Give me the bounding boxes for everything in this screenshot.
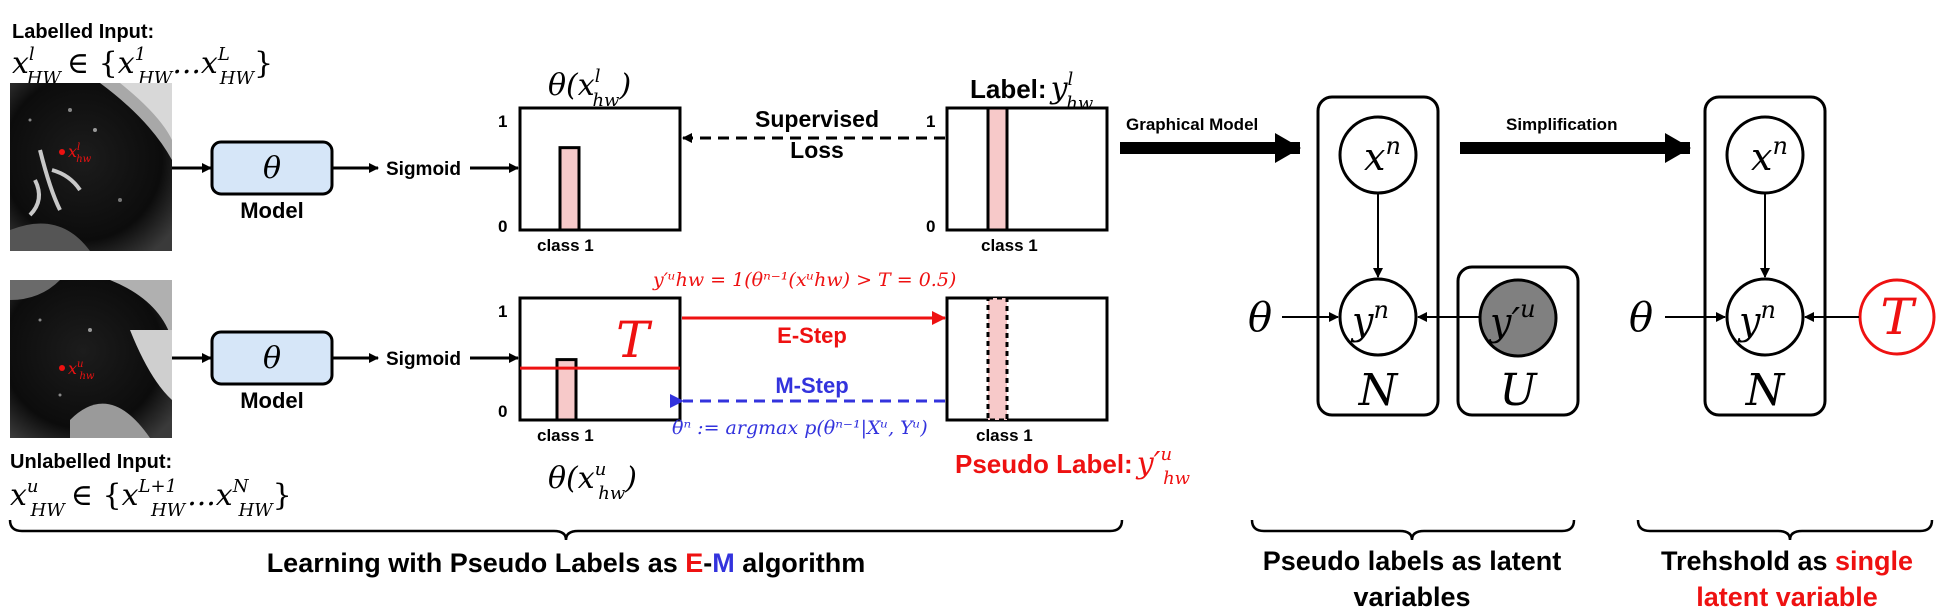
top-prediction-title: θ(xl hw): [548, 66, 631, 111]
caption-latent-1: Pseudo labels as latent: [1263, 546, 1562, 576]
unlabelled-pixel-marker: [59, 365, 65, 371]
unlabelled-input-title: Unlabelled Input:: [10, 451, 172, 473]
svg-text:xn: xn: [1751, 132, 1788, 179]
pseudo-label-title: Pseudo Label: y′u hw: [955, 444, 1191, 489]
top-prediction-ymax: 1: [498, 112, 507, 131]
svg-text:xuhw: xu hw: [68, 359, 95, 382]
top-label-ymax: 1: [926, 112, 935, 131]
unlabelled-set-formula: xu HW ∈ {xL+1 HW...xN HW}: [10, 476, 292, 521]
top-prediction-ymin: 0: [498, 217, 507, 236]
bottom-pseudo-label-chart: class 1: [945, 296, 1109, 445]
svg-text:Pseudo Label:y′uhw: Pseudo Label: y′u hw: [955, 444, 1191, 489]
plate-model-threshold: xn yn N θ T: [1629, 95, 1936, 417]
brace-main: [8, 519, 1124, 541]
brace-threshold: [1636, 519, 1934, 541]
plate-u-label: U: [1499, 365, 1538, 416]
sigmoid-label-top: Sigmoid: [386, 159, 461, 180]
bottom-prediction-ymax: 1: [498, 302, 507, 321]
supervised-loss-label-1: Supervised: [755, 106, 879, 132]
pseudo-label-category: class 1: [976, 426, 1033, 445]
svg-text:T: T: [1880, 288, 1917, 346]
plate-model-latent: xn yn N θ y′u U: [1248, 95, 1580, 417]
svg-text:Model: Model: [240, 388, 304, 413]
bottom-prediction-category: class 1: [537, 426, 594, 445]
node-threshold: [1858, 278, 1936, 356]
brace-latent: [1250, 519, 1576, 541]
labelled-input-title: Labelled Input:: [12, 21, 154, 43]
threshold-symbol: T: [616, 311, 653, 369]
node-y-2: [1725, 277, 1805, 357]
caption-threshold-1: Trehshold as single: [1661, 546, 1913, 576]
top-prediction-category: class 1: [537, 236, 594, 255]
top-label-bar: [986, 106, 1009, 232]
plate-n-2: [1703, 95, 1827, 417]
top-label-category: class 1: [981, 236, 1038, 255]
bottom-prediction-chart: T 1 0 class 1: [498, 296, 682, 445]
bottom-prediction-title: θ(xu hw): [548, 459, 637, 504]
simplification-label: Simplification: [1506, 115, 1617, 134]
e-step-formula: y′ᵘhw = 1(θⁿ⁻¹(xᵘhw) > T = 0.5): [652, 269, 956, 291]
svg-text:yn: yn: [1737, 296, 1776, 343]
labelled-pixel-marker: [59, 149, 65, 155]
top-prediction-bar: [558, 146, 581, 232]
sigmoid-label-bottom: Sigmoid: [386, 349, 461, 370]
plate-n-label-1: N: [1358, 365, 1399, 416]
bottom-prediction-bar: [555, 358, 578, 422]
svg-text:yn: yn: [1350, 296, 1389, 343]
unlabelled-ct-scan-image: xu hw: [10, 280, 172, 438]
svg-text:y′u: y′u: [1488, 295, 1536, 344]
svg-text:θ: θ: [263, 151, 281, 186]
top-prediction-chart: 1 0 class 1: [498, 106, 682, 255]
caption-main: Learning with Pseudo Labels as E-M algor…: [267, 548, 866, 578]
m-step-formula: θⁿ := argmax p(θⁿ⁻¹|Xᵘ, Yᵘ): [672, 417, 928, 439]
plate-u: [1456, 265, 1580, 417]
caption-latent-2: variables: [1353, 582, 1470, 612]
bottom-prediction-ymin: 0: [498, 402, 507, 421]
labelled-set-formula: xl HW ∈ {x1 HW...xL HW}: [12, 44, 273, 89]
model-box-bottom: θ Model: [210, 330, 334, 413]
pseudo-label-bar: [986, 296, 1009, 422]
theta-node-2: θ: [1629, 295, 1653, 341]
svg-text:θ: θ: [263, 341, 281, 376]
top-label-ymin: 0: [926, 217, 935, 236]
svg-text:θ(xuhw): θ(xu hw): [548, 459, 637, 504]
e-step-label: E-Step: [777, 323, 847, 348]
supervised-loss-label-2: Loss: [790, 137, 844, 163]
model-box-top: θ Model: [210, 140, 334, 223]
top-label-chart: 1 0 class 1: [926, 106, 1109, 255]
theta-node-1: θ: [1248, 295, 1272, 341]
m-step-label: M-Step: [775, 373, 848, 398]
graphical-model-label: Graphical Model: [1126, 115, 1258, 134]
svg-text:xn: xn: [1364, 132, 1401, 179]
caption-threshold-2: latent variable: [1696, 582, 1878, 612]
plate-n-label-2: N: [1745, 365, 1786, 416]
plate-n-1: [1316, 95, 1440, 417]
labelled-ct-scan-image: xl hw: [10, 83, 172, 251]
node-y-1: [1338, 277, 1418, 357]
svg-text:Model: Model: [240, 198, 304, 223]
